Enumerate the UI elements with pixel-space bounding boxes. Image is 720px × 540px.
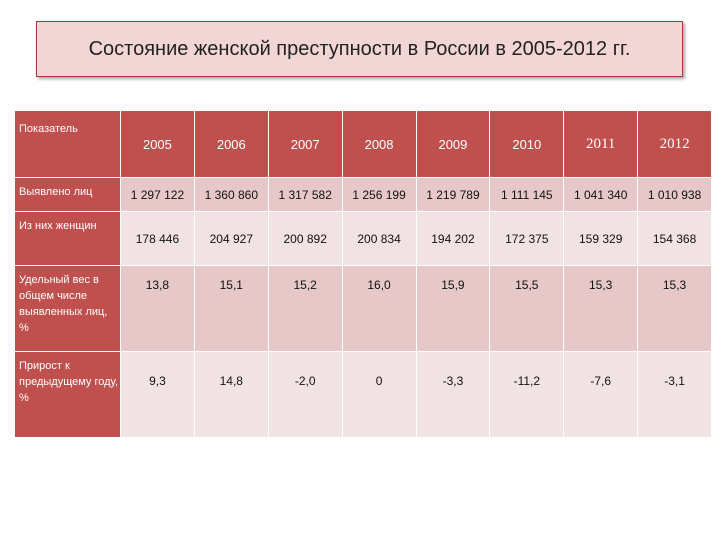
table-cell: 16,0 — [341, 265, 417, 352]
header-year: 2011 — [563, 110, 639, 178]
table-cell: 178 446 — [120, 211, 195, 266]
table-row: Удельный вес в общем числе выявленных ли… — [14, 265, 712, 352]
table-row: Выявлено лиц 1 297 122 1 360 860 1 317 5… — [14, 177, 712, 212]
row-label: Из них женщин — [14, 211, 121, 266]
table-cell: 14,8 — [193, 351, 269, 438]
table-cell: 1 010 938 — [637, 177, 712, 212]
table-cell: -11,2 — [489, 351, 565, 438]
header-indicator: Показатель — [14, 110, 121, 178]
table-cell: 1 256 199 — [341, 177, 417, 212]
header-year: 2009 — [415, 110, 491, 178]
table-cell: -3,1 — [637, 351, 712, 438]
table-cell: 15,3 — [563, 265, 639, 352]
table-cell: 1 219 789 — [415, 177, 491, 212]
table-cell: -2,0 — [267, 351, 343, 438]
table-cell: 172 375 — [489, 211, 565, 266]
table-cell: 1 111 145 — [489, 177, 565, 212]
table-cell: 204 927 — [193, 211, 269, 266]
header-year: 2008 — [341, 110, 417, 178]
table-cell: 15,5 — [489, 265, 565, 352]
table-cell: 9,3 — [120, 351, 195, 438]
table-cell: 200 834 — [341, 211, 417, 266]
table-cell: 0 — [341, 351, 417, 438]
row-label: Удельный вес в общем числе выявленных ли… — [14, 265, 121, 352]
table-cell: -7,6 — [563, 351, 639, 438]
table-cell: 1 041 340 — [563, 177, 639, 212]
table-cell: 15,3 — [637, 265, 712, 352]
slide-title-box: Состояние женской преступности в России … — [36, 21, 683, 77]
table-row: Прирост к предыдущему году, % 9,3 14,8 -… — [14, 351, 712, 438]
table-cell: 1 317 582 — [267, 177, 343, 212]
slide-title: Состояние женской преступности в России … — [88, 37, 631, 60]
table-cell: 15,9 — [415, 265, 491, 352]
row-label: Выявлено лиц — [14, 177, 121, 212]
table-cell: 154 368 — [637, 211, 712, 266]
table-cell: 1 297 122 — [120, 177, 195, 212]
row-label: Прирост к предыдущему году, % — [14, 351, 121, 438]
table-cell: 200 892 — [267, 211, 343, 266]
table-cell: 159 329 — [563, 211, 639, 266]
table-cell: 15,2 — [267, 265, 343, 352]
table-cell: 15,1 — [193, 265, 269, 352]
table-cell: 194 202 — [415, 211, 491, 266]
statistics-table: Показатель 2005 2006 2007 2008 2009 2010… — [14, 110, 712, 438]
table-row: Из них женщин 178 446 204 927 200 892 20… — [14, 211, 712, 266]
header-year: 2007 — [267, 110, 343, 178]
header-year: 2012 — [637, 110, 712, 178]
table-header-row: Показатель 2005 2006 2007 2008 2009 2010… — [14, 110, 712, 178]
header-year: 2006 — [193, 110, 269, 178]
table-cell: 1 360 860 — [193, 177, 269, 212]
header-year: 2010 — [489, 110, 565, 178]
table-cell: -3,3 — [415, 351, 491, 438]
header-year: 2005 — [120, 110, 195, 178]
table-cell: 13,8 — [120, 265, 195, 352]
